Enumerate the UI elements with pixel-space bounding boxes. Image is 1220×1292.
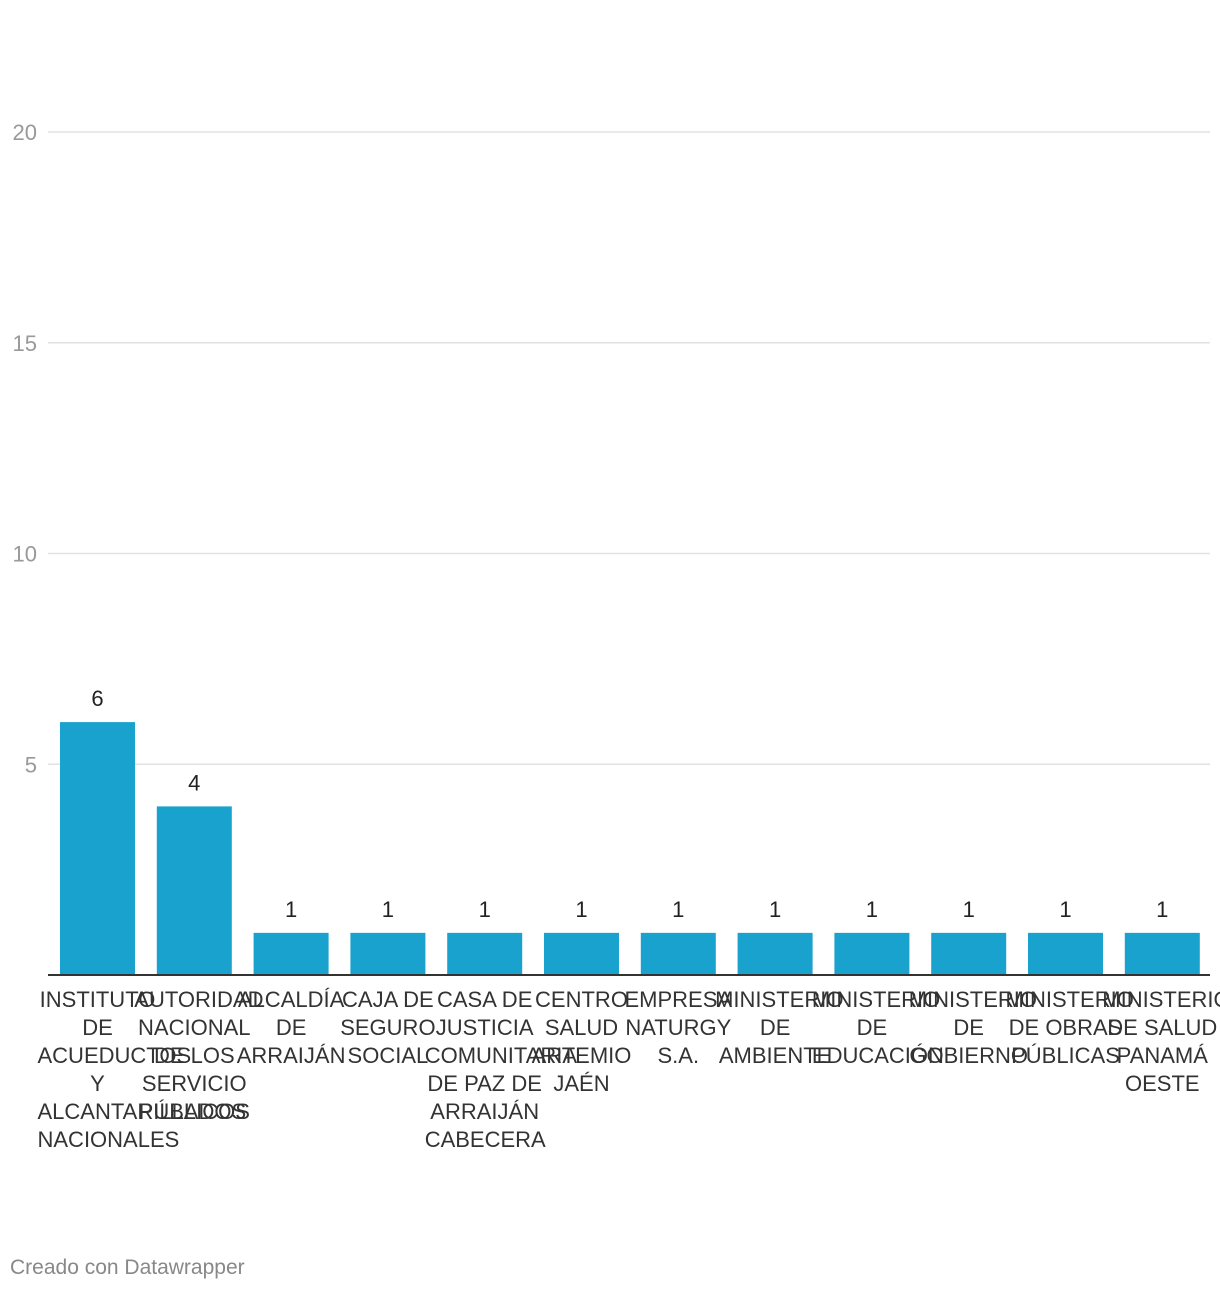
value-labels: 6 4 1 1 1 1 1 1 1 1 1 1 [91, 686, 1168, 922]
bars [60, 722, 1200, 975]
bar-value-label: 1 [963, 897, 975, 922]
category-label: CAJA DE SEGURO SOCIAL [340, 987, 436, 1068]
bar-value-label: 1 [866, 897, 878, 922]
bar-value-label: 1 [1059, 897, 1071, 922]
bar [447, 932, 523, 975]
bar [350, 932, 426, 975]
bar-value-label: 1 [672, 897, 684, 922]
gridlines [48, 131, 1210, 765]
bar-value-label: 1 [285, 897, 297, 922]
bar [544, 932, 619, 975]
bar-value-label: 6 [91, 686, 103, 711]
bar-value-label: 1 [575, 897, 587, 922]
bar-value-label: 1 [1156, 897, 1168, 922]
y-tick-label: 5 [25, 752, 37, 777]
bar [1028, 932, 1103, 975]
category-label: INSTITUTO DE ACUEDUCTOS Y ALCANTARILLADO… [37, 987, 247, 1152]
bar [737, 932, 813, 975]
y-tick-label: 10 [13, 542, 37, 567]
y-tick-label: 20 [13, 120, 37, 145]
category-label: EMPRESA NATURGY S.A. [624, 987, 733, 1068]
bar [640, 932, 716, 975]
bar-value-label: 1 [382, 897, 394, 922]
bar-value-label: 1 [479, 897, 491, 922]
y-tick-label: 15 [13, 331, 37, 356]
y-axis-ticks: 5 10 15 20 [13, 120, 37, 777]
category-label: ALCALDÍA DE ARRAIJÁN [236, 987, 346, 1068]
category-label: MINISTERIO DE EDUCACIÓN [811, 987, 944, 1068]
category-label: CENTRO SALUD ARTEMIO JAÉN [531, 987, 632, 1096]
category-label: AUTORIDAD NACIONAL DE LOS SERVICIO PÚBLI… [134, 987, 264, 1124]
category-label: MINISTERIO DE GOBIERNO [908, 987, 1038, 1068]
bar-value-label: 1 [769, 897, 781, 922]
bar [60, 722, 135, 975]
category-label: MINISTERIO DE OBRAS PÚBLICAS [1005, 987, 1134, 1068]
bar [931, 932, 1007, 975]
bar-value-label: 4 [188, 770, 200, 795]
category-label: MINISTERIO DE AMBIENTE [715, 987, 844, 1068]
bar [156, 806, 232, 975]
category-label: CASA DE JUSTICIA COMUNITARIA DE PAZ DE A… [424, 987, 578, 1152]
category-label: MINISTERIO DE SALUD PANAMÁ OESTE [1102, 987, 1220, 1096]
footer-credit: Creado con Datawrapper [10, 1256, 245, 1279]
bar [253, 932, 329, 975]
bar [1124, 932, 1200, 975]
bar [834, 932, 910, 975]
